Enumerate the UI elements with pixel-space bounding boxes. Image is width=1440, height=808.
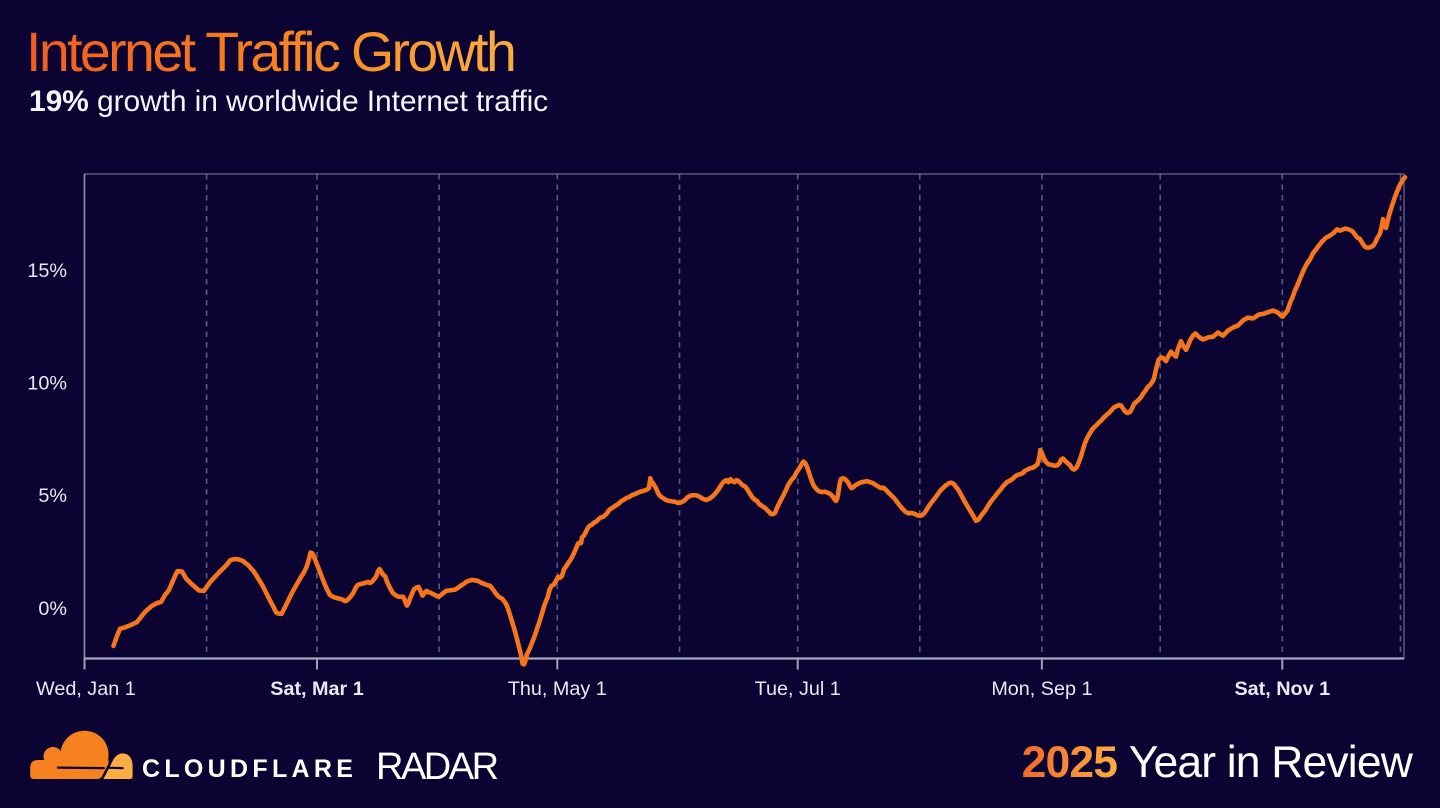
svg-text:5%: 5% — [38, 485, 67, 507]
svg-text:15%: 15% — [27, 260, 67, 282]
svg-text:Tue, Jul 1: Tue, Jul 1 — [755, 678, 841, 700]
svg-text:Thu, May 1: Thu, May 1 — [508, 678, 607, 700]
svg-text:Sat, Nov 1: Sat, Nov 1 — [1234, 678, 1330, 700]
svg-text:Sat, Mar 1: Sat, Mar 1 — [270, 678, 363, 700]
svg-text:Mon, Sep 1: Mon, Sep 1 — [991, 678, 1092, 700]
svg-text:Wed, Jan 1: Wed, Jan 1 — [36, 678, 136, 700]
svg-text:0%: 0% — [38, 598, 67, 620]
svg-text:10%: 10% — [27, 373, 67, 395]
